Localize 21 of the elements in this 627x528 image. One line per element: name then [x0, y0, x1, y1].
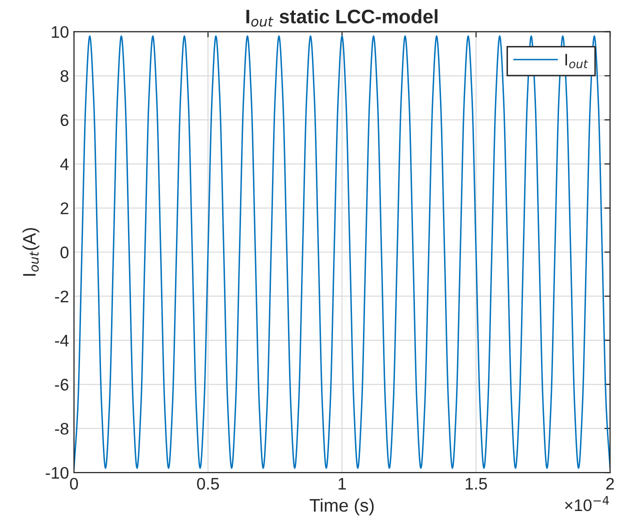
x-axis-title: Time (s): [310, 498, 374, 516]
legend-label: I$_{out}$: [565, 54, 588, 68]
y-tick-label: 8: [60, 70, 68, 82]
x-tick-label: 1: [338, 478, 346, 490]
x-tick-label: 0.5: [197, 478, 219, 490]
x-tick-label: 0: [70, 478, 78, 490]
text: ×10$^{−4}$: [565, 496, 609, 512]
y-tick-label: 2: [60, 202, 68, 214]
x-tick-label: 1.5: [466, 478, 487, 490]
y-tick-label: -10: [46, 466, 68, 479]
y-axis-title: I$_{out}$(A): [22, 228, 40, 276]
y-tick-label: 6: [60, 114, 68, 126]
y-tick-label: -4: [55, 334, 69, 346]
x-tick-label: 2: [606, 478, 614, 490]
y-tick-label: -2: [55, 290, 68, 302]
y-tick-label: 0: [60, 246, 68, 258]
y-tick-label: 10: [52, 26, 68, 38]
chart-title: I$_{out}$ static LCC-model: [246, 9, 438, 27]
y-tick-label: -6: [55, 378, 68, 391]
y-tick-label: -8: [55, 422, 68, 435]
y-tick-label: 4: [60, 158, 69, 170]
